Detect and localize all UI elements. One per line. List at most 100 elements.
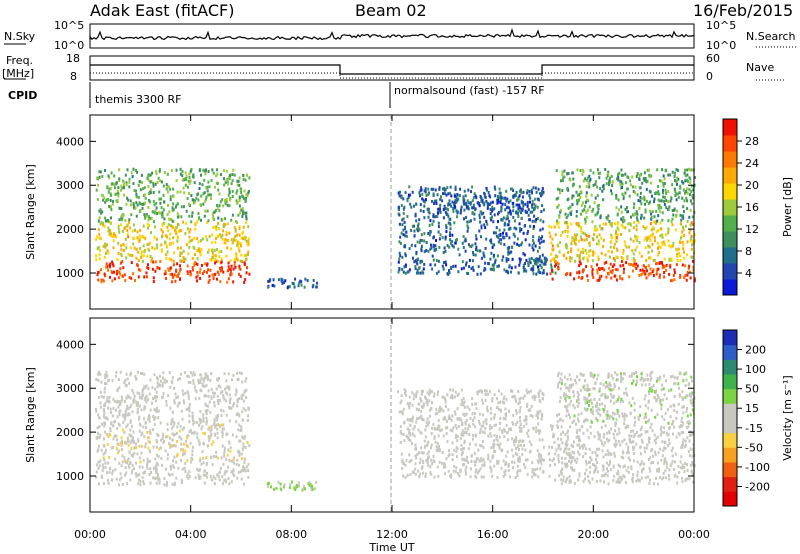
heatmap-cell (581, 425, 584, 428)
heatmap-cell (409, 418, 412, 422)
heatmap-cell (474, 425, 477, 429)
heatmap-cell (106, 398, 109, 402)
heatmap-cell (158, 169, 161, 173)
heatmap-cell (686, 220, 689, 223)
heatmap-cell (171, 206, 174, 210)
heatmap-cell (240, 253, 243, 257)
heatmap-cell (117, 405, 120, 409)
heatmap-cell (153, 417, 156, 421)
heatmap-cell (483, 203, 486, 207)
heatmap-cell (686, 468, 689, 472)
heatmap-cell (648, 168, 650, 172)
heatmap-cell (221, 435, 224, 438)
heatmap-cell (460, 208, 462, 212)
heatmap-cell (185, 407, 188, 411)
heatmap-cell (205, 461, 208, 465)
heatmap-cell (147, 266, 150, 270)
heatmap-cell (641, 440, 644, 444)
heatmap-cell (419, 209, 422, 213)
heatmap-cell (667, 200, 670, 204)
heatmap-cell (211, 240, 214, 244)
heatmap-cell (147, 446, 150, 450)
heatmap-cell (463, 217, 465, 221)
heatmap-cell (434, 427, 437, 431)
heatmap-cell (482, 446, 485, 450)
heatmap-cell (495, 226, 498, 230)
heatmap-cell (638, 241, 641, 244)
heatmap-cell (110, 182, 113, 186)
heatmap-cell (172, 459, 175, 463)
heatmap-cell (624, 226, 627, 230)
heatmap-cell (101, 422, 104, 426)
heatmap-cell (526, 458, 529, 462)
heatmap-cell (147, 242, 150, 246)
heatmap-cell (561, 230, 564, 234)
heatmap-cell (570, 459, 573, 463)
heatmap-cell (628, 437, 631, 441)
heatmap-cell (483, 255, 486, 259)
heatmap-cell (661, 454, 664, 458)
heatmap-cell (198, 187, 201, 190)
heatmap-cell (489, 216, 492, 220)
heatmap-cell (423, 232, 426, 236)
heatmap-cell (553, 257, 555, 261)
heatmap-cell (216, 168, 219, 172)
heatmap-cell (228, 231, 231, 235)
heatmap-cell (439, 210, 442, 214)
heatmap-cell (564, 447, 566, 451)
heatmap-cell (663, 177, 666, 181)
heatmap-cell (117, 442, 120, 446)
heatmap-cell (470, 460, 473, 463)
heatmap-cell (451, 240, 454, 244)
heatmap-cell (315, 285, 318, 289)
heatmap-cell (200, 194, 203, 198)
heatmap-cell (605, 216, 608, 220)
heatmap-cell (555, 197, 558, 201)
heatmap-cell (653, 197, 656, 201)
heatmap-cell (539, 191, 542, 195)
heatmap-cell (149, 450, 151, 454)
heatmap-cell (485, 188, 488, 192)
heatmap-cell (608, 183, 611, 186)
heatmap-cell (600, 236, 603, 240)
heatmap-cell (137, 439, 140, 443)
heatmap-cell (684, 174, 687, 178)
heatmap-cell (557, 225, 560, 229)
heatmap-cell (586, 256, 589, 260)
heatmap-cell (146, 254, 149, 258)
heatmap-cell (154, 269, 157, 273)
heatmap-cell (639, 195, 642, 199)
heatmap-cell (445, 224, 448, 227)
heatmap-cell (184, 470, 187, 473)
heatmap-cell (226, 182, 229, 186)
heatmap-cell (640, 254, 643, 258)
heatmap-cell (450, 476, 453, 479)
heatmap-cell (596, 470, 599, 474)
heatmap-cell (531, 267, 534, 271)
heatmap-cell (159, 259, 162, 263)
heatmap-cell (247, 469, 250, 473)
heatmap-cell (444, 260, 447, 264)
heatmap-cell (208, 436, 211, 440)
heatmap-cell (475, 248, 477, 252)
heatmap-cell (136, 236, 139, 240)
heatmap-cell (640, 461, 643, 465)
heatmap-cell (601, 189, 604, 193)
heatmap-cell (682, 228, 685, 232)
heatmap-cell (115, 434, 118, 438)
heatmap-cell (205, 394, 208, 398)
heatmap-cell (642, 225, 645, 229)
heatmap-cell (633, 259, 636, 262)
heatmap-cell (645, 259, 648, 262)
heatmap-cell (471, 210, 474, 214)
heatmap-cell (577, 439, 580, 443)
heatmap-cell (592, 183, 595, 187)
heatmap-cell (618, 171, 621, 175)
heatmap-cell (208, 278, 211, 282)
heatmap-cell (434, 440, 437, 444)
heatmap-cell (218, 250, 221, 254)
heatmap-cell (503, 435, 506, 439)
heatmap-cell (207, 377, 209, 381)
heatmap-cell (446, 393, 449, 397)
